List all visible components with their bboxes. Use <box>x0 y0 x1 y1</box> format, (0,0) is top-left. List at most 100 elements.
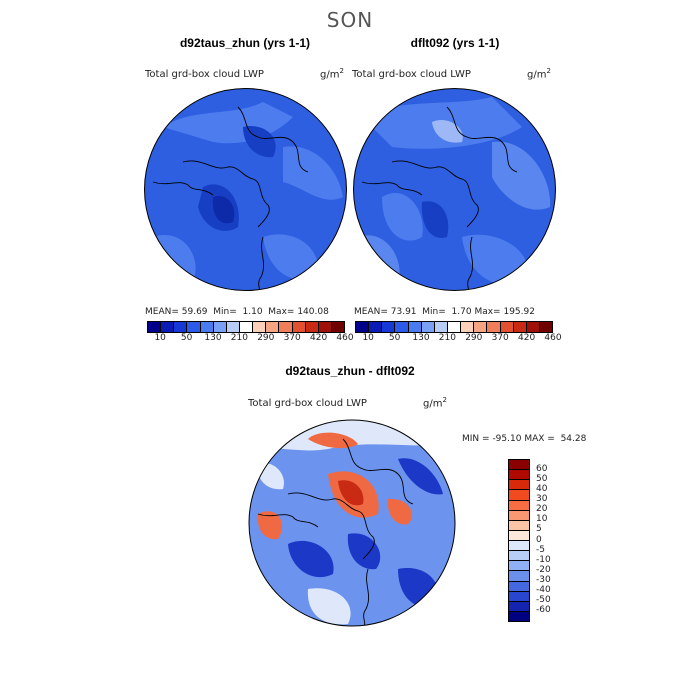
coastline <box>237 106 309 173</box>
colorbar-swatch <box>266 322 280 332</box>
season-title: SON <box>326 8 374 32</box>
colorbar-swatch <box>161 322 175 332</box>
map-patch <box>243 126 276 158</box>
colorbar-swatch <box>509 601 529 612</box>
colorbar-label: 130 <box>204 333 222 343</box>
coastline <box>342 438 414 505</box>
colorbar-swatch <box>509 541 529 552</box>
colorbar-swatches <box>355 321 553 333</box>
colorbar-swatch <box>408 322 422 332</box>
colorbar-swatch <box>239 322 254 332</box>
colorbar-label: 50 <box>180 333 193 343</box>
colorbar-swatch <box>382 322 396 332</box>
colorbar-label: -30 <box>536 574 551 585</box>
colorbar-swatch <box>226 322 240 332</box>
coastline <box>362 568 370 626</box>
map-patch <box>347 533 381 570</box>
colorbar-swatch <box>539 322 553 332</box>
panel3-field-label: Total grd-box cloud LWP <box>248 398 367 409</box>
colorbar-swatch <box>509 561 529 572</box>
colorbar-label: 210 <box>230 333 248 343</box>
colorbar-swatch <box>395 322 409 332</box>
panel1-stats: MEAN= 59.69 Min= 1.10 Max= 140.08 <box>145 307 329 317</box>
colorbar-label: 0 <box>536 534 542 545</box>
panel3-colorbar-labels: 60 50 40 30 20 10 5 0 -5 -10 -20 -30 -40 -50 -60 <box>536 459 566 620</box>
coastline <box>257 513 319 528</box>
colorbar-label: -10 <box>536 554 551 565</box>
colorbar-swatch <box>447 322 462 332</box>
colorbar-swatch <box>318 322 332 332</box>
colorbar-label: -20 <box>536 564 551 575</box>
colorbar-label: 130 <box>412 333 430 343</box>
map-patch <box>398 458 443 495</box>
colorbar-swatch <box>331 322 345 332</box>
colorbar-swatch <box>279 322 293 332</box>
panel2-polar-map <box>353 88 556 291</box>
colorbar-label: 10 <box>362 333 374 343</box>
colorbar-swatch <box>148 322 162 332</box>
panel2-units: g/m2 <box>527 67 551 81</box>
colorbar-label: 370 <box>283 333 301 343</box>
colorbar-label: 5 <box>536 524 542 535</box>
colorbar-swatch <box>434 322 448 332</box>
colorbar-swatch <box>500 322 514 332</box>
colorbar-label: -60 <box>536 604 551 615</box>
colorbar-swatch <box>174 322 188 332</box>
colorbar-label: -50 <box>536 594 551 605</box>
map-patch <box>432 119 463 143</box>
colorbar-swatch <box>461 322 475 332</box>
colorbar-swatch <box>421 322 435 332</box>
colorbar-label: 420 <box>518 333 536 343</box>
panel3-title: d92taus_zhun - dflt092 <box>285 364 415 378</box>
map-patch <box>308 432 358 449</box>
colorbar-swatch <box>509 480 529 491</box>
map-patch <box>307 588 351 625</box>
map-patch <box>257 511 282 540</box>
colorbar-label: 40 <box>536 484 548 495</box>
colorbar-swatch <box>187 322 201 332</box>
map-patch <box>212 196 235 224</box>
panel1-field-label: Total grd-box cloud LWP <box>145 69 264 80</box>
colorbar-swatch <box>509 581 529 592</box>
map-patch <box>283 146 343 200</box>
panel2-field-label: Total grd-box cloud LWP <box>352 69 471 80</box>
colorbar-swatch <box>509 490 529 501</box>
panel2-title: dflt092 (yrs 1-1) <box>410 36 500 50</box>
coastline <box>361 181 423 196</box>
colorbar-swatches <box>147 321 345 333</box>
coastline <box>182 160 270 228</box>
colorbar-swatch <box>509 571 529 582</box>
colorbar-swatch <box>292 322 306 332</box>
colorbar-swatch <box>487 322 501 332</box>
panel2-colorbar: 10 50 130 210 290 370 420 460 <box>355 321 562 345</box>
colorbar-swatch <box>369 322 383 332</box>
colorbar-label: 10 <box>536 514 548 525</box>
colorbar-label: 460 <box>336 333 354 343</box>
colorbar-label: 460 <box>544 333 562 343</box>
colorbar-swatch <box>356 322 370 332</box>
map-boundary <box>248 419 456 627</box>
colorbar-label: -40 <box>536 584 551 595</box>
colorbar-label: 290 <box>465 333 483 343</box>
panel1-polar-map <box>144 88 347 291</box>
panel3-stats: MIN = -95.10 MAX = 54.28 <box>462 434 587 444</box>
map-boundary <box>144 88 347 291</box>
colorbar-labels: 10 50 130 210 290 370 420 460 <box>355 333 561 345</box>
colorbar-label: 50 <box>388 333 401 343</box>
panel1-title: d92taus_zhun (yrs 1-1) <box>179 36 311 50</box>
panel2-stats: MEAN= 73.91 Min= 1.70 Max= 195.92 <box>354 307 535 317</box>
panel1-colorbar: 10 50 130 210 290 370 420 460 <box>147 321 354 345</box>
colorbar-label: 10 <box>154 333 166 343</box>
colorbar-swatch <box>253 322 267 332</box>
colorbar-swatch <box>509 520 529 531</box>
map-patch <box>492 141 551 210</box>
map-patch <box>263 234 319 281</box>
map-patch <box>387 498 412 525</box>
colorbar-swatch <box>509 510 529 521</box>
coastline <box>446 106 518 173</box>
panel1-units: g/m2 <box>320 67 344 81</box>
panel3-colorbar <box>508 459 530 622</box>
colorbar-swatch <box>526 322 540 332</box>
colorbar-swatch <box>474 322 488 332</box>
colorbar-swatch <box>200 322 214 332</box>
